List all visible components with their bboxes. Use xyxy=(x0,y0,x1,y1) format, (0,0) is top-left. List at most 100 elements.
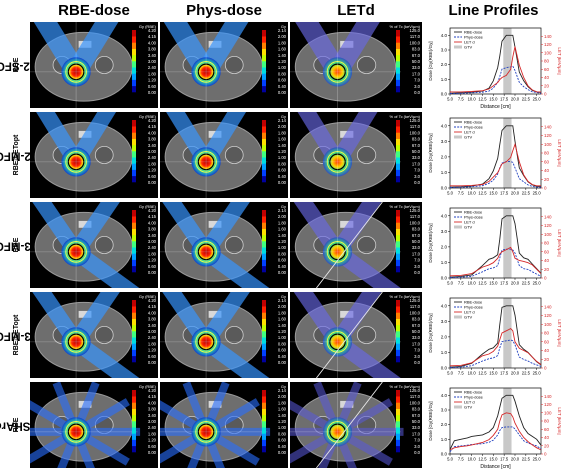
colorbar-tick: 0.00 xyxy=(148,90,157,95)
colorbar-tick: 0.60 xyxy=(278,348,287,353)
gtv-contour xyxy=(67,333,85,351)
gtv-contour xyxy=(329,63,346,81)
y-tick-label: 0.0 xyxy=(441,366,448,371)
colorbar-swatch xyxy=(132,253,136,260)
colorbar-tick: 0.40 xyxy=(278,264,287,269)
kidney-right xyxy=(224,56,244,75)
colorbar-swatch xyxy=(132,300,136,307)
panel-rbe-row-4: Gy (RBE) 4.20 4.15 4.00 3.80 3.40 3.00 2.40 1.80… xyxy=(30,292,158,378)
colorbar-swatch xyxy=(262,169,266,177)
ctv-contour xyxy=(195,151,217,173)
colorbar-swatch xyxy=(132,228,136,236)
y2-tick-label: 120 xyxy=(544,223,552,228)
kidney-right xyxy=(356,236,377,255)
colorbar-tick: 0.00 xyxy=(278,450,287,455)
colorbar-swatch xyxy=(396,265,400,273)
colorbar-tick: 1.80 xyxy=(148,161,157,166)
y-tick-label: 4.0 xyxy=(441,213,448,218)
colorbar-title: % of Tc (keV/μm) xyxy=(390,204,421,209)
gtv-band xyxy=(503,28,512,94)
line-profile-svg: 0.0 1.0 2.0 3.0 4.0 0 20 40 60 80 100 120 140 5.0 7.5 1… xyxy=(428,27,561,110)
x-tick-label: 25.0 xyxy=(533,191,542,196)
gtv-band xyxy=(503,118,512,188)
colorbar-tick: 1.20 xyxy=(278,59,287,64)
y2-tick-label: 100 xyxy=(544,322,552,327)
colorbar-tick: 0.00 xyxy=(278,90,287,95)
colorbar-tick: 3.40 xyxy=(148,323,157,328)
ct-dose-image: Gy2.142.001.801.601.401.201.000.800.600.… xyxy=(160,22,287,108)
ct-dose-image: Gy2.142.001.801.601.401.201.000.800.600.… xyxy=(160,112,287,198)
x-tick-label: 12.5 xyxy=(478,191,487,196)
colorbar-tick: 1.80 xyxy=(278,310,287,315)
colorbar-swatch xyxy=(396,175,400,183)
ct-dose-image: Gy (RBE)4.204.154.00 3.803.403.002.401.80… xyxy=(30,22,157,108)
colorbar-swatch xyxy=(396,42,400,49)
legend-label: GTV xyxy=(464,225,473,230)
y-tick-label: 1.0 xyxy=(441,350,448,355)
colorbar-swatch xyxy=(132,67,136,74)
x-tick-label: 20.0 xyxy=(511,191,520,196)
colorbar-tick: 2.40 xyxy=(148,155,157,160)
y2-tick-label: 60 xyxy=(544,249,550,254)
line-profile-plot-5: 0.0 1.0 2.0 3.0 4.0 0 20 40 60 80 100 120 140 5.0 7.5 1… xyxy=(426,382,561,470)
kidney-right xyxy=(356,56,377,75)
colorbar-swatch xyxy=(262,259,266,267)
colorbar-tick: 50.0 xyxy=(412,419,421,424)
colorbar-swatch xyxy=(262,120,266,127)
gtv-contour xyxy=(67,243,85,261)
kidney-right xyxy=(224,146,244,165)
colorbar-swatch xyxy=(132,355,136,363)
y-tick-label: 2.0 xyxy=(441,244,448,249)
colorbar-tick: 0.60 xyxy=(278,258,287,263)
colorbar-tick: 2.14 xyxy=(278,208,287,213)
panel-let-row-5: % of Tc (keV/μm) 125.0 117.0 100.0 83.0 67.0 5… xyxy=(290,382,422,468)
colorbar-tick: 0.00 xyxy=(148,270,157,275)
colorbar-swatch xyxy=(132,312,136,319)
colorbar-tick: 50.0 xyxy=(412,329,421,334)
y2-axis-label: LET [keV/μm] xyxy=(557,229,561,256)
colorbar-tick: 100.0 xyxy=(410,40,421,45)
legend-label: Phys-dose xyxy=(464,125,484,130)
row-main-label: 2-SFO xyxy=(0,58,30,71)
y2-tick-label: 80 xyxy=(544,151,550,156)
series-rbe-dose xyxy=(449,215,542,278)
line-profile-svg: 0.0 1.0 2.0 3.0 4.0 0 20 40 60 80 100 120 140 5.0 7.5 1… xyxy=(428,117,561,196)
colorbar-tick: 3.40 xyxy=(148,53,157,58)
colorbar-swatch xyxy=(396,210,400,217)
colorbar-tick: 1.20 xyxy=(148,348,157,353)
colorbar-title: Gy xyxy=(281,384,286,389)
y-tick-label: 0.0 xyxy=(441,186,448,191)
y2-tick-label: 40 xyxy=(544,348,550,353)
ctv-contour xyxy=(195,241,217,263)
legend-swatch xyxy=(454,315,462,319)
x-tick-label: 25.0 xyxy=(533,97,542,102)
colorbar-swatch xyxy=(262,265,266,273)
ct-dose-image: Gy (RBE)4.204.154.00 3.803.403.002.401.80… xyxy=(30,382,157,468)
kidney-right xyxy=(224,236,244,255)
x-tick-label: 10.0 xyxy=(468,371,477,376)
legend-label: GTV xyxy=(464,135,473,140)
colorbar-tick: 125.0 xyxy=(410,298,421,303)
y-tick-label: 3.0 xyxy=(441,408,448,413)
colorbar-tick: 0.0 xyxy=(414,270,420,275)
y2-tick-label: 140 xyxy=(544,124,552,129)
colorbar-tick: 3.0 xyxy=(414,174,420,179)
colorbar-swatch xyxy=(132,343,136,350)
colorbar-swatch xyxy=(396,54,400,62)
series-phys-dose xyxy=(449,426,542,453)
x-tick-label: 20.0 xyxy=(511,97,520,102)
colorbar-swatch xyxy=(132,445,136,453)
colorbar-swatch xyxy=(132,169,136,177)
row-label-sharc-rbe: SHArcRBE xyxy=(0,382,31,467)
kidney-right xyxy=(94,236,114,255)
colorbar-tick: 3.80 xyxy=(148,407,157,412)
colorbar-swatch xyxy=(132,175,136,183)
colorbar-swatch xyxy=(396,253,400,260)
panel-let-row-2: % of Tc (keV/μm) 125.0 117.0 100.0 83.0 67.0 5… xyxy=(290,112,422,198)
colorbar-swatch xyxy=(396,259,400,267)
colorbar-swatch xyxy=(396,300,400,307)
colorbar-tick: 2.40 xyxy=(148,65,157,70)
colorbar-swatch xyxy=(396,216,400,223)
colorbar-tick: 1.80 xyxy=(148,431,157,436)
gtv-contour xyxy=(197,333,215,351)
